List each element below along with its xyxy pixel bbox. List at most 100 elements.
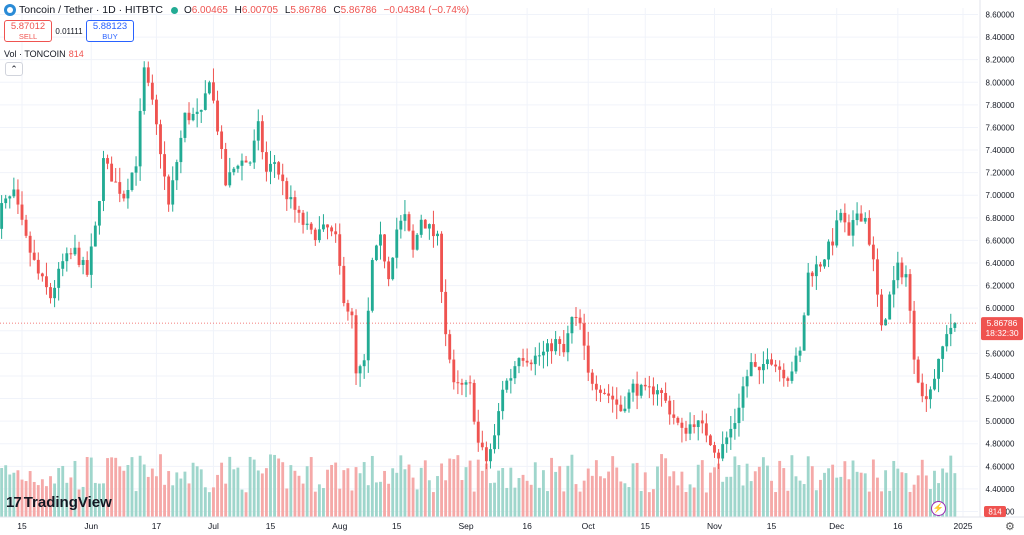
volume-bar	[900, 472, 904, 517]
candle-body	[818, 264, 822, 267]
volume-legend[interactable]: Vol · TONCOIN 814	[4, 49, 84, 59]
candle-body	[432, 224, 435, 237]
volume-bar	[892, 460, 896, 517]
candle-body	[342, 265, 346, 304]
candle-body	[757, 366, 761, 371]
volume-bar	[322, 488, 325, 517]
volume-last-tag: 814	[984, 506, 1006, 517]
candle-body	[859, 213, 863, 222]
candle-body	[480, 442, 484, 448]
volume-bar	[118, 466, 122, 517]
candle-body	[175, 162, 179, 181]
candle-body	[269, 163, 272, 172]
candle-body	[476, 421, 480, 443]
candle-body	[4, 198, 8, 204]
volume-bar	[566, 465, 570, 517]
candle-body	[713, 445, 716, 453]
symbol-title[interactable]: Toncoin / Tether · 1D · HITBTC	[19, 4, 163, 16]
volume-bar	[468, 460, 472, 517]
volume-bar	[358, 473, 362, 517]
candle-body	[45, 276, 48, 288]
volume-bar	[232, 469, 236, 517]
buy-button[interactable]: 5.88123 BUY	[86, 20, 134, 42]
volume-bar	[680, 471, 684, 517]
volume-bar	[57, 468, 61, 517]
candle-body	[590, 372, 594, 384]
candle-body	[285, 181, 289, 200]
candle-body	[627, 392, 631, 409]
volume-bar	[387, 483, 391, 517]
volume-bar	[941, 468, 945, 517]
candle-body	[57, 268, 61, 288]
candle-body	[904, 274, 908, 278]
candle-body	[358, 366, 362, 374]
candle-body	[444, 291, 448, 335]
candle-body	[118, 182, 122, 194]
candle-body	[236, 165, 240, 169]
volume-bar	[69, 477, 73, 517]
time-axis[interactable]: 15 Jun 17 Jul 15 Aug 15 Sep 16 Oct 15 Nov 15 Dec 16 202…	[0, 516, 1024, 531]
candle-body	[794, 355, 798, 372]
candle-body	[880, 294, 883, 326]
candle-body	[12, 189, 16, 197]
x-tick-label: Sep	[458, 521, 473, 531]
volume-bar	[607, 471, 611, 517]
volume-bar	[81, 486, 85, 517]
volume-bar	[374, 482, 378, 517]
candle-body	[252, 140, 256, 163]
candle-body	[89, 246, 93, 275]
candle-body	[130, 172, 134, 190]
candle-body	[220, 131, 224, 149]
candle-body	[912, 310, 916, 360]
candle-body	[827, 241, 830, 260]
volume-bar	[383, 470, 386, 517]
candle-body	[411, 230, 415, 250]
countdown-label: 18:32:30	[985, 328, 1018, 338]
market-status-icon[interactable]	[170, 6, 178, 14]
gear-icon[interactable]: ⚙	[1005, 521, 1015, 533]
volume-bar	[525, 480, 529, 517]
candle-body	[464, 382, 468, 385]
volume-bar	[126, 465, 130, 517]
candle-body	[207, 82, 211, 94]
candle-body	[28, 235, 32, 253]
price-axis[interactable]: 8.60000 8.40000 8.20000 8.00000 7.80000 7.600…	[979, 0, 1024, 535]
volume-bar	[802, 484, 806, 517]
candle-body	[680, 422, 684, 428]
volume-bar	[301, 483, 305, 517]
candle-body	[16, 189, 20, 205]
candle-body	[436, 233, 439, 237]
candle-body	[672, 414, 676, 418]
volume-bar	[651, 489, 655, 517]
candle-body	[867, 217, 871, 245]
candle-body	[766, 359, 769, 365]
toncoin-logo-icon	[4, 4, 16, 16]
candle-body	[134, 166, 138, 173]
volume-bar	[749, 481, 753, 517]
candle-body	[941, 346, 945, 359]
y-tick-label: 5.40000	[986, 372, 1015, 381]
volume-bar	[199, 469, 203, 517]
volume-bar	[725, 476, 729, 517]
volume-bar	[590, 475, 594, 517]
candle-body	[953, 322, 957, 328]
candle-body	[32, 252, 36, 260]
sell-button[interactable]: 5.87012 SELL	[4, 20, 52, 42]
volume-bar	[16, 470, 20, 517]
volume-bar	[615, 467, 619, 517]
candle-body	[501, 389, 505, 412]
bolt-icon[interactable]: ⚡	[931, 501, 946, 516]
candle-body	[273, 162, 276, 164]
collapse-legend-button[interactable]: ⌃	[5, 62, 23, 76]
candle-body	[664, 392, 668, 401]
candle-body	[472, 382, 476, 422]
volume-bar	[717, 463, 721, 517]
volume-bar	[541, 470, 545, 517]
volume-bar	[36, 485, 40, 517]
volume-bar	[639, 491, 643, 517]
candle-body	[688, 424, 692, 434]
volume-bar	[493, 482, 496, 517]
tradingview-logo[interactable]: 17 TradingView	[6, 494, 112, 511]
y-tick-label: 4.60000	[986, 462, 1015, 471]
